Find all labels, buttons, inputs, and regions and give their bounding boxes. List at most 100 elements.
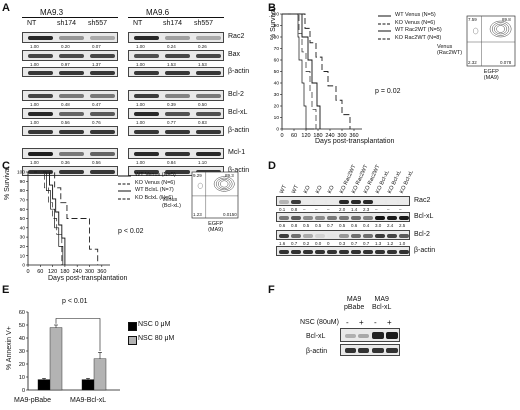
quadrant-value: 0.078 (500, 60, 512, 65)
survival-curve (28, 171, 66, 265)
y-tick-label: 10 (274, 115, 280, 121)
flow-contour (215, 177, 233, 191)
quant-value: 2.0 (339, 206, 346, 212)
quant-value: – (315, 206, 318, 212)
blot-band (339, 216, 349, 220)
cell-line-underline (128, 17, 224, 18)
p-value: p < 0.02 (118, 228, 144, 235)
quant-value: – (375, 206, 378, 212)
quant-value: 0.26 (198, 43, 207, 49)
blot-band (363, 250, 373, 254)
blot-band (165, 54, 190, 58)
quant-value: 1.00 (136, 61, 145, 67)
treatment-sign: + (387, 318, 392, 327)
blot-strip (128, 108, 224, 119)
quant-value: 0.07 (92, 43, 101, 49)
legend-swatch (378, 30, 391, 32)
blot-band (196, 36, 221, 40)
blot-band (134, 54, 159, 58)
significance-bracket (55, 318, 101, 351)
blot-label-bclxl: Bcl-xL (306, 333, 326, 340)
blot-band (315, 200, 325, 204)
quant-value: 1.00 (30, 119, 39, 125)
panel-letter-a: A (2, 2, 10, 14)
quant-value: 1.00 (30, 43, 39, 49)
blot-band (303, 250, 313, 254)
quant-value: 1.00 (136, 119, 145, 125)
blot-band (399, 216, 409, 220)
blot-band (59, 152, 84, 156)
panel-letter-b: B (268, 2, 276, 14)
quant-value: 1.00 (136, 101, 145, 107)
y-tick-label: 100 (271, 12, 279, 18)
blot-band (351, 234, 361, 238)
bar (81, 379, 95, 391)
y-tick-label: 50 (20, 216, 26, 222)
x-tick-label: 0 (26, 269, 29, 275)
blot-label: Bcl-xL (228, 109, 248, 116)
flow-contour (489, 20, 512, 38)
legend-label: WT Venus (N=5) (395, 12, 436, 18)
y-axis-label: % Annexin V+ (6, 326, 13, 370)
cell-line-underline (22, 17, 118, 18)
blot-band (279, 234, 289, 238)
flow-contour (197, 182, 203, 189)
blot-band (327, 216, 337, 220)
blot-band (279, 250, 289, 254)
blot-band (303, 216, 313, 220)
blot-label: Mcl-1 (228, 149, 246, 156)
blot-strip (22, 148, 118, 159)
blot-strip (340, 344, 400, 356)
legend-swatch (118, 183, 131, 184)
quant-value: 0.36 (61, 159, 70, 165)
survival-curve (282, 13, 317, 129)
blot-band (363, 234, 373, 238)
y-tick-label: 30 (20, 235, 26, 241)
flow-y-axis-label: Venus (Bcl-xL) (162, 197, 181, 210)
y-tick-label: 0 (276, 127, 279, 133)
blot-band (165, 94, 190, 98)
x-tick-label: 360 (97, 269, 106, 275)
blot-band (375, 234, 385, 238)
blot-strip (276, 246, 410, 256)
quant-value: 1.3 (375, 240, 382, 246)
blot-label: Bcl-2 (228, 91, 244, 98)
blot-strip (128, 148, 224, 159)
quant-value: 0.8 (291, 222, 298, 228)
legend-swatch (128, 322, 137, 331)
quant-value: 0.3 (339, 240, 346, 246)
quant-value: 0.48 (61, 101, 70, 107)
quant-value: 0.1 (279, 206, 286, 212)
legend-label: WT BclxL (N=7) (135, 187, 174, 193)
blot-strip (22, 126, 118, 136)
y-tick-label: 50 (274, 69, 280, 75)
blot-band (196, 112, 221, 116)
legend-swatch (378, 38, 391, 39)
bar (49, 327, 63, 391)
quant-value: 0.39 (167, 101, 176, 107)
quant-value: 1.00 (30, 61, 39, 67)
quant-value: – (387, 206, 390, 212)
blot-band (196, 71, 221, 75)
bar (37, 379, 51, 391)
blot-band (345, 334, 356, 338)
panel-letter-f: F (268, 284, 275, 296)
blot-strip (128, 126, 224, 136)
quant-value: 2.5 (399, 222, 406, 228)
quadrant-value: 2.32 (468, 60, 477, 65)
panel-letter-c: C (2, 160, 10, 172)
blot-band (59, 112, 84, 116)
quant-value: 0.50 (198, 101, 207, 107)
quant-value: 1.2 (387, 240, 394, 246)
y-tick-label: 0 (22, 263, 25, 269)
quadrant-value: 89.3 (225, 173, 234, 178)
quant-value: 1.0 (399, 240, 406, 246)
blot-band (134, 152, 159, 156)
blot-band (134, 170, 159, 174)
blot-label: Bcl-xL (414, 213, 434, 220)
blot-band (90, 152, 115, 156)
blot-band (90, 54, 115, 58)
